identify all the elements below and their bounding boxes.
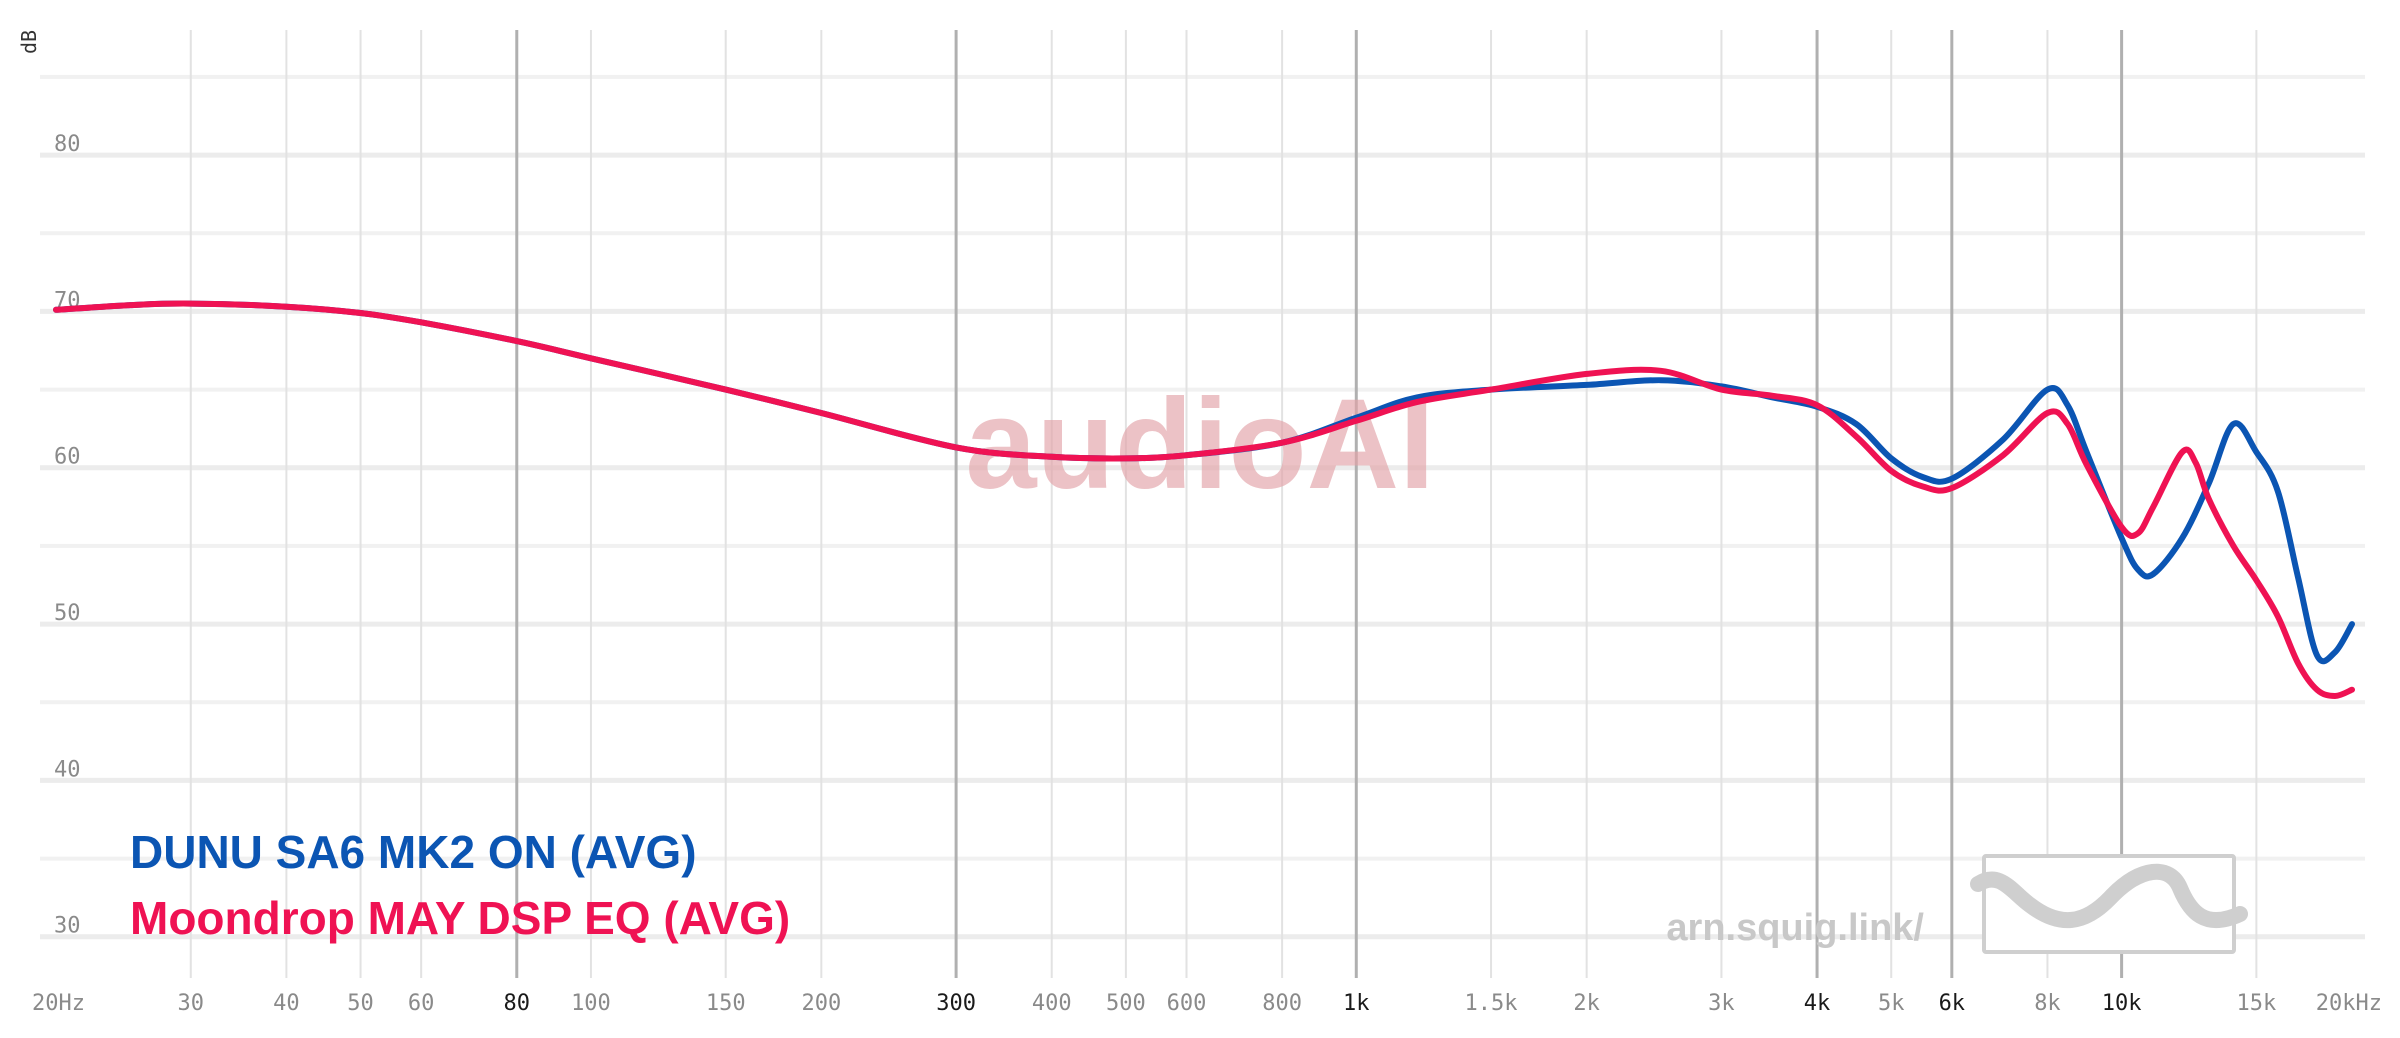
x-tick-label: 1k (1343, 991, 1370, 1016)
x-tick-label: 5k (1878, 991, 1905, 1016)
legend: DUNU SA6 MK2 ON (AVG) Moondrop MAY DSP E… (130, 826, 790, 944)
x-tick-label: 100 (571, 991, 611, 1016)
x-tick-label: 500 (1106, 991, 1146, 1016)
legend-item-series-1[interactable]: DUNU SA6 MK2 ON (AVG) (130, 826, 697, 878)
x-tick-label: 10k (2102, 991, 2142, 1016)
x-tick-label: 2k (1573, 991, 1600, 1016)
x-tick-label: 15k (2237, 991, 2277, 1016)
x-tick-label: 60 (408, 991, 435, 1016)
x-tick-label: 6k (1939, 991, 1966, 1016)
series-layer (53, 300, 2355, 699)
x-tick-label: 50 (347, 991, 374, 1016)
y-tick-label: 80 (54, 132, 81, 157)
x-tick-label: 3k (1708, 991, 1735, 1016)
watermark-logo: audioAI (965, 373, 1434, 516)
x-tick-label: 300 (936, 991, 976, 1016)
y-tick-label: 40 (54, 757, 81, 782)
site-url-label: arn.squig.link/ (1666, 907, 1924, 949)
x-tick-label: 400 (1032, 991, 1072, 1016)
x-tick-label: 40 (273, 991, 300, 1016)
x-tick-label: 80 (504, 991, 531, 1016)
x-tick-label: 30 (178, 991, 205, 1016)
y-tick-label: 50 (54, 601, 81, 626)
x-tick-label: 200 (801, 991, 841, 1016)
series-line-2 (53, 300, 2355, 699)
y-tick-label: 30 (54, 914, 81, 939)
x-tick-label: 1.5k (1465, 991, 1518, 1016)
legend-item-series-2[interactable]: Moondrop MAY DSP EQ (AVG) (130, 892, 790, 944)
y-axis-unit-label: dB (17, 30, 41, 54)
x-tick-label: 8k (2034, 991, 2061, 1016)
x-tick-label: 800 (1262, 991, 1302, 1016)
x-tick-label: 20Hz (32, 991, 85, 1016)
y-tick-label: 60 (54, 445, 81, 470)
x-tick-labels: 20Hz 30 40 50 60 80 100 150 200 300 400 500 600 800 1k… (32, 991, 2382, 1016)
x-tick-label: 150 (706, 991, 746, 1016)
grid-layer (40, 30, 2365, 978)
x-tick-label: 4k (1804, 991, 1831, 1016)
squiglink-logo (1970, 854, 2248, 954)
x-tick-label: 20kHz (2316, 991, 2382, 1016)
x-tick-label: 600 (1167, 991, 1207, 1016)
